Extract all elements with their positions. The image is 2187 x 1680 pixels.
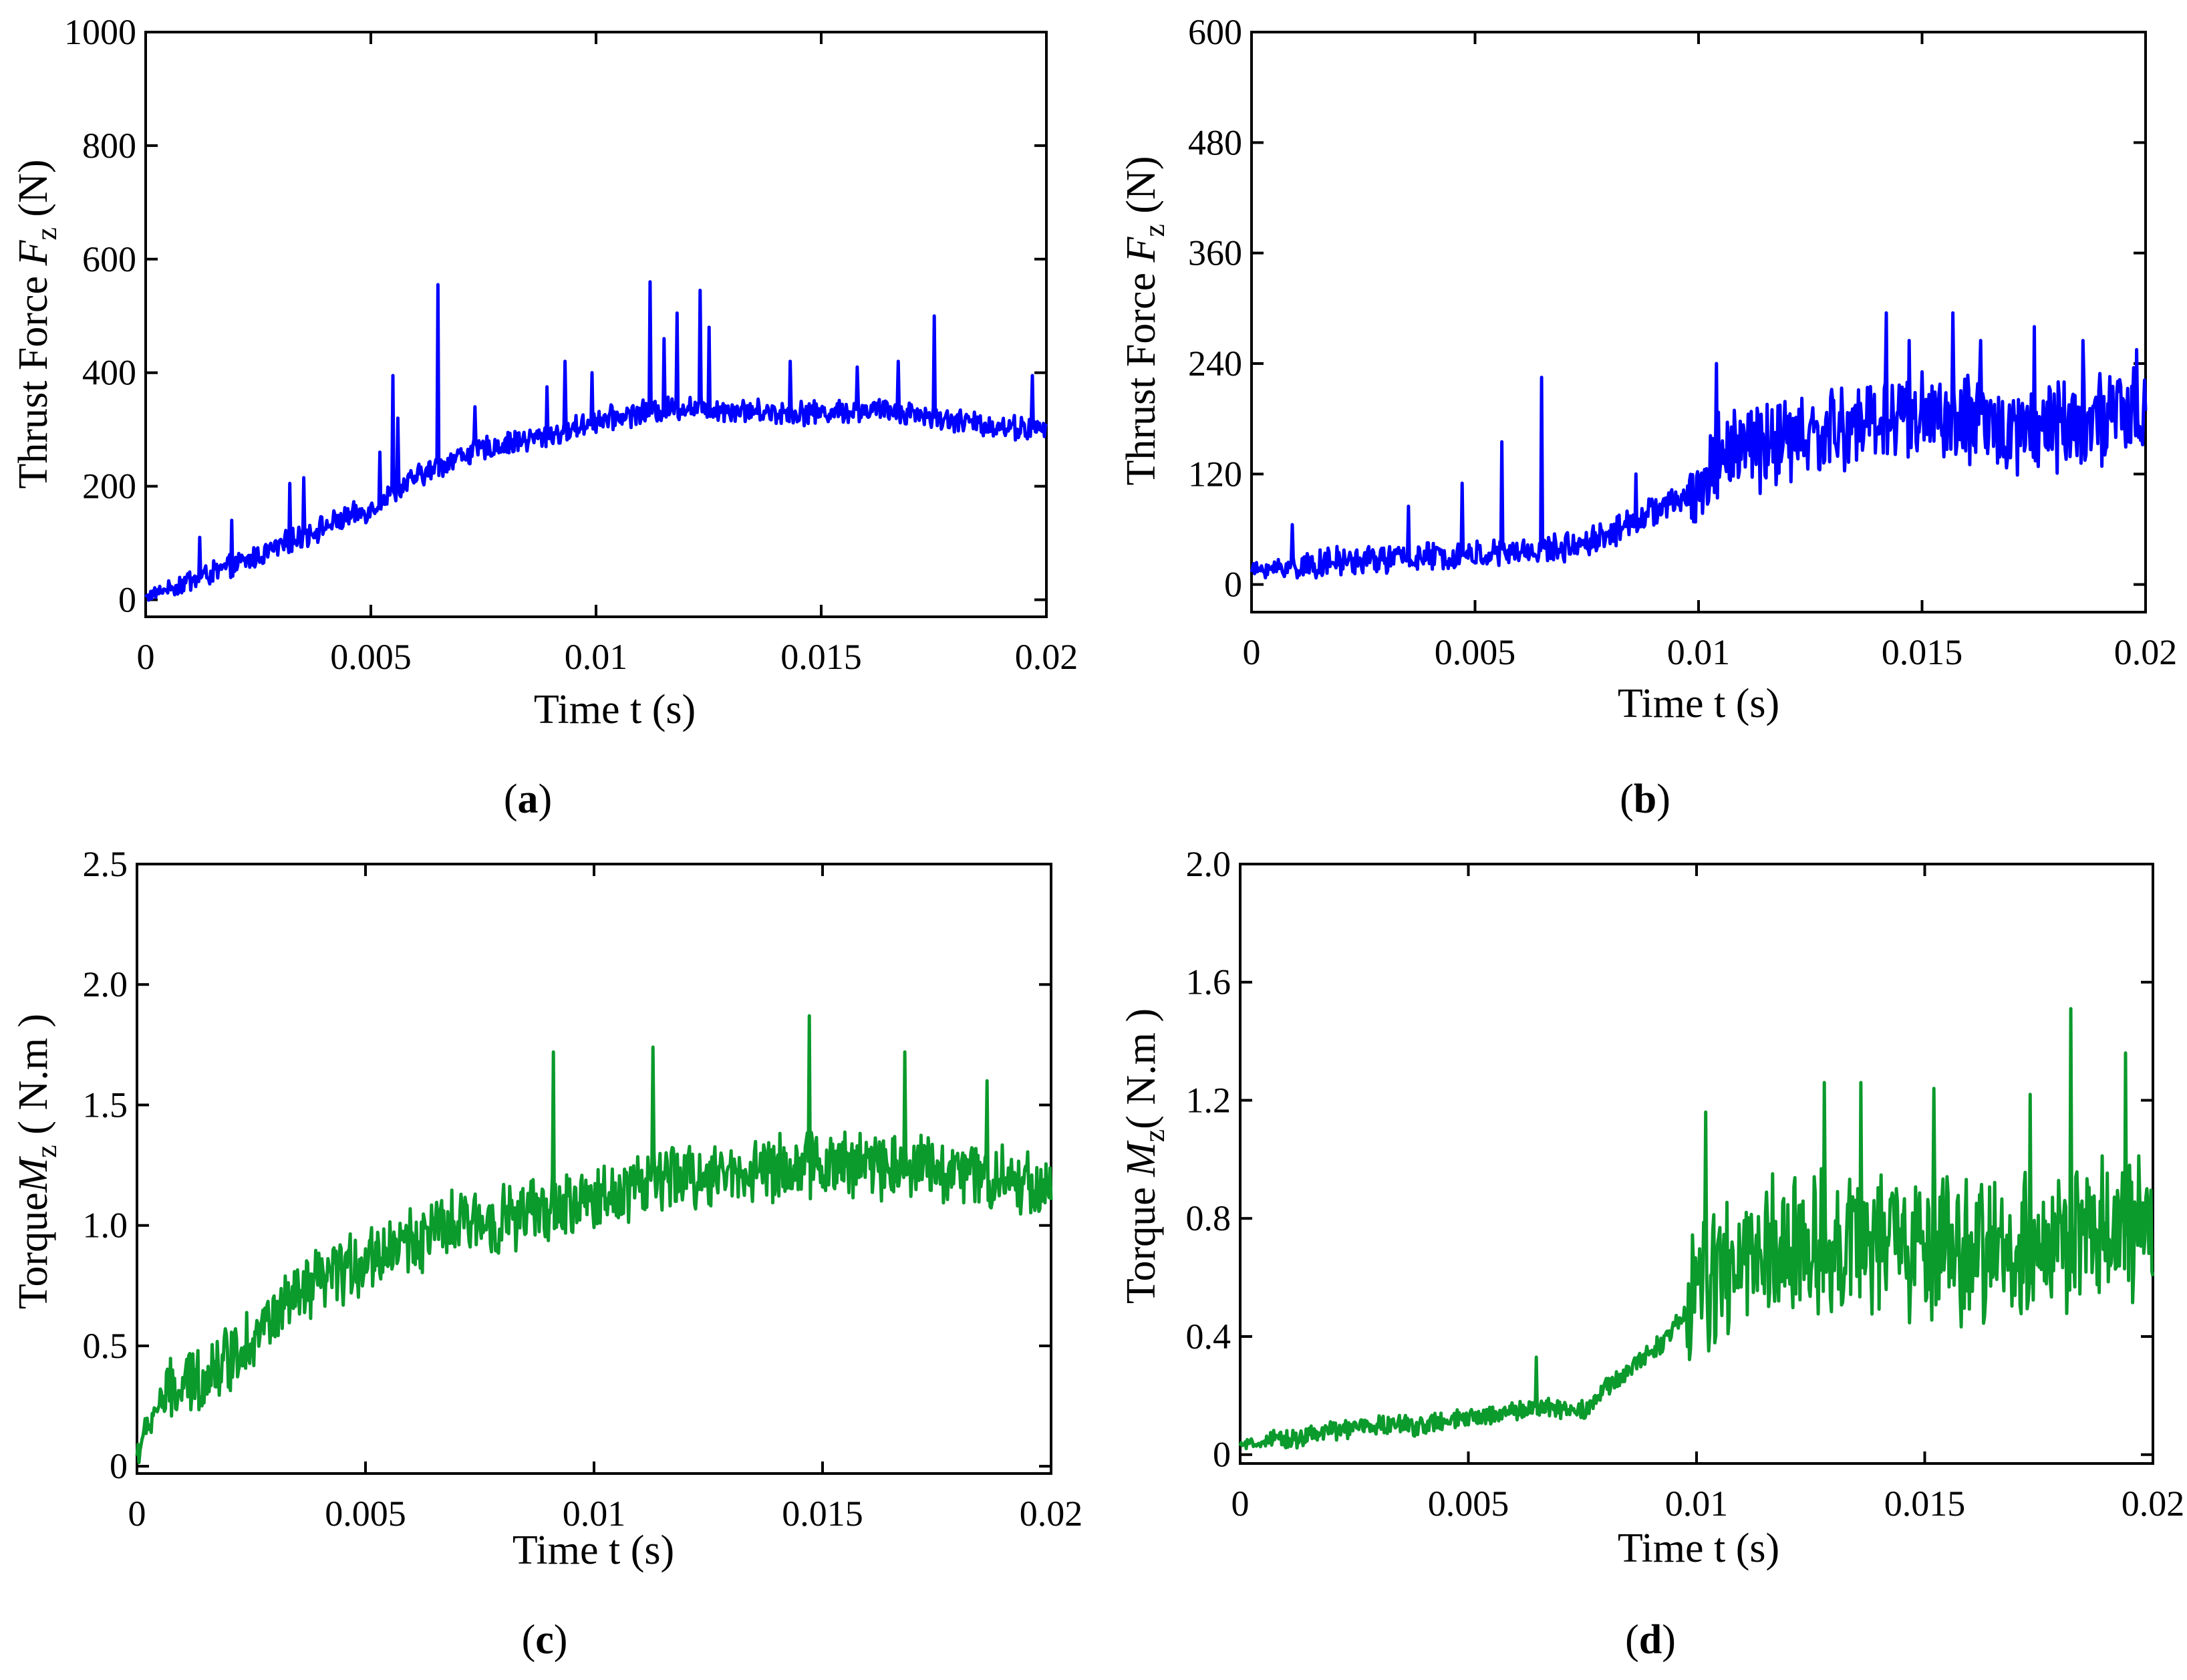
x-ticks: 0 0.005 0.01 0.015 0.02 [137,32,1078,677]
x-tick-label: 0.005 [325,1494,406,1534]
panel-b: 0 0.005 0.01 0.015 0.02 0 120 240 360 480 600 Tim… [1119,12,2177,822]
x-tick-label: 0.015 [780,637,862,677]
y-tick-label: 1.5 [83,1085,128,1125]
x-tick-label: 0.02 [2114,632,2178,672]
y-tick-label: 120 [1188,454,1242,494]
panel-c: 0 0.005 0.01 0.015 0.02 0 0.5 1.0 1.5 2.0 2.5 Tim… [11,844,1082,1663]
x-tick-label: 0.015 [1882,632,1963,672]
y-tick-label: 600 [1188,12,1242,52]
y-tick-label: 200 [82,466,136,507]
x-ticks: 0 0.005 0.01 0.015 0.02 [128,864,1083,1534]
panel-caption: (a) [504,777,552,822]
x-tick-label: 0.005 [330,637,412,677]
x-tick-label: 0.01 [1667,632,1731,672]
x-tick-label: 0 [1231,1484,1250,1524]
series-line [1250,311,2148,580]
panel-caption: (b) [1620,777,1670,822]
y-tick-label: 240 [1188,343,1242,384]
series-line [135,1014,1053,1464]
x-axis-label: Time t (s) [1618,1526,1779,1571]
x-tick-label: 0.005 [1435,632,1516,672]
panel-a: 0 0.005 0.01 0.015 0.02 0 200 400 600 800 1000 Ti… [11,12,1078,822]
x-axis-label: Time t (s) [1618,681,1779,726]
x-tick-label: 0.02 [1015,637,1078,677]
panel-d: 0 0.005 0.01 0.015 0.02 0 0.4 0.8 1.2 1.6 2.0 Tim… [1119,844,2184,1663]
y-tick-label: 480 [1188,122,1242,162]
y-tick-label: 0 [1224,565,1242,605]
y-tick-label: 800 [82,126,136,166]
x-tick-label: 0.015 [782,1494,863,1534]
x-ticks: 0 0.005 0.01 0.015 0.02 [1231,864,2185,1524]
y-tick-label: 400 [82,353,136,393]
series-line [144,280,1048,602]
x-tick-label: 0.02 [1020,1494,1083,1534]
x-tick-label: 0.01 [563,1494,626,1534]
y-tick-label: 1.0 [83,1206,128,1246]
y-axis-label: TorqueMz ( N.m ) [11,1014,63,1309]
panel-caption: (d) [1625,1617,1676,1663]
x-tick-label: 0.005 [1428,1484,1509,1524]
series-line [1238,1007,2155,1451]
x-axis-label: Time t (s) [513,1528,674,1573]
y-tick-label: 2.0 [83,964,128,1004]
x-axis-label: Time t (s) [534,687,696,732]
x-tick-label: 0.02 [2122,1484,2185,1524]
y-ticks: 0 120 240 360 480 600 [1188,12,2146,605]
y-tick-label: 0 [110,1446,128,1486]
y-tick-label: 600 [82,239,136,279]
y-axis-label: Thrust Force Fz (N) [11,159,63,488]
y-axis-label: Thrust Force Fz (N) [1119,156,1171,485]
y-tick-label: 0 [1213,1435,1231,1475]
y-tick-label: 0.8 [1186,1198,1231,1238]
y-tick-label: 0 [118,580,136,620]
y-tick-label: 2.0 [1186,844,1231,884]
x-tick-label: 0 [1243,632,1261,672]
y-tick-label: 1.6 [1186,962,1231,1002]
y-ticks: 0 200 400 600 800 1000 [64,12,1046,620]
y-ticks: 0 0.4 0.8 1.2 1.6 2.0 [1186,844,2153,1475]
x-ticks: 0 0.005 0.01 0.015 0.02 [1243,32,2178,672]
y-tick-label: 360 [1188,233,1242,273]
x-tick-label: 0 [128,1494,146,1534]
y-axis-label: Torque Mz( N.m ) [1119,1008,1171,1304]
x-tick-label: 0 [137,637,155,677]
x-tick-label: 0.015 [1884,1484,1966,1524]
y-tick-label: 1000 [64,12,136,52]
y-tick-label: 1.2 [1186,1080,1231,1120]
y-tick-label: 0.5 [83,1326,128,1366]
x-tick-label: 0.01 [565,637,628,677]
panel-caption: (c) [522,1617,568,1663]
y-ticks: 0 0.5 1.0 1.5 2.0 2.5 [83,844,1051,1486]
y-tick-label: 2.5 [83,844,128,884]
x-tick-label: 0.01 [1665,1484,1729,1524]
y-tick-label: 0.4 [1186,1316,1231,1357]
